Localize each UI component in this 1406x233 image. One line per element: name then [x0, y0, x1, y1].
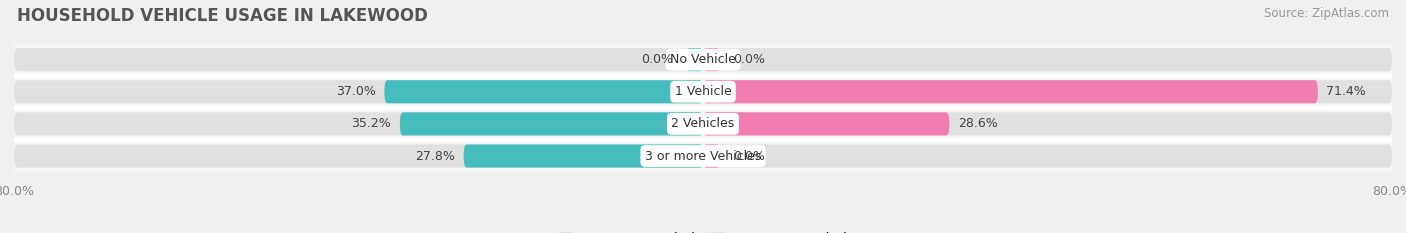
FancyBboxPatch shape [14, 80, 703, 103]
Text: No Vehicle: No Vehicle [671, 53, 735, 66]
Bar [14, 140, 1392, 172]
FancyBboxPatch shape [703, 48, 720, 71]
FancyBboxPatch shape [464, 144, 703, 168]
Text: 1 Vehicle: 1 Vehicle [675, 85, 731, 98]
Bar [14, 108, 1392, 140]
Text: 35.2%: 35.2% [352, 117, 391, 130]
FancyBboxPatch shape [14, 48, 703, 71]
Text: 71.4%: 71.4% [1326, 85, 1367, 98]
FancyBboxPatch shape [703, 80, 1392, 103]
Text: 0.0%: 0.0% [641, 53, 673, 66]
Text: 3 or more Vehicles: 3 or more Vehicles [645, 150, 761, 163]
Text: 28.6%: 28.6% [957, 117, 998, 130]
Text: 0.0%: 0.0% [733, 53, 765, 66]
Text: 27.8%: 27.8% [415, 150, 456, 163]
Bar [14, 76, 1392, 108]
FancyBboxPatch shape [703, 112, 1392, 135]
Text: 37.0%: 37.0% [336, 85, 375, 98]
Text: 0.0%: 0.0% [733, 150, 765, 163]
Text: 2 Vehicles: 2 Vehicles [672, 117, 734, 130]
Bar [14, 44, 1392, 76]
FancyBboxPatch shape [703, 144, 1392, 168]
FancyBboxPatch shape [703, 80, 1317, 103]
Text: Source: ZipAtlas.com: Source: ZipAtlas.com [1264, 7, 1389, 20]
Text: HOUSEHOLD VEHICLE USAGE IN LAKEWOOD: HOUSEHOLD VEHICLE USAGE IN LAKEWOOD [17, 7, 427, 25]
FancyBboxPatch shape [703, 48, 1392, 71]
FancyBboxPatch shape [703, 112, 949, 135]
FancyBboxPatch shape [703, 144, 720, 168]
FancyBboxPatch shape [14, 144, 703, 168]
FancyBboxPatch shape [399, 112, 703, 135]
FancyBboxPatch shape [384, 80, 703, 103]
Legend: Owner-occupied, Renter-occupied: Owner-occupied, Renter-occupied [553, 226, 853, 233]
FancyBboxPatch shape [14, 112, 703, 135]
FancyBboxPatch shape [686, 48, 703, 71]
